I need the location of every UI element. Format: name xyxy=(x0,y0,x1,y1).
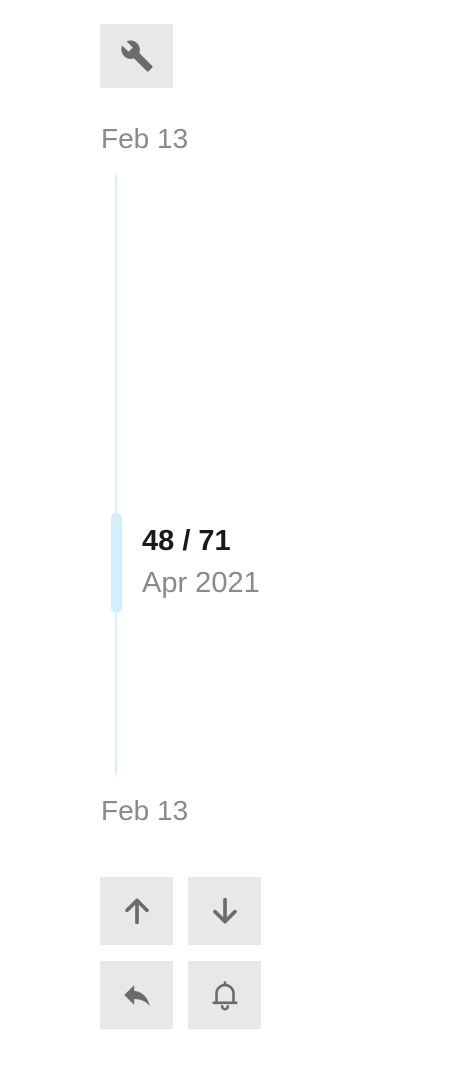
timeline-scrubber[interactable] xyxy=(111,513,122,613)
timeline-start-date[interactable]: Feb 13 xyxy=(101,123,189,154)
notifications-button[interactable] xyxy=(188,961,261,1029)
arrow-up-icon xyxy=(124,898,149,925)
reply-icon xyxy=(123,985,150,1007)
admin-wrench-button[interactable] xyxy=(100,24,173,88)
jump-up-button[interactable] xyxy=(100,877,173,945)
timeline-position-date: Apr 2021 xyxy=(142,567,260,599)
bell-icon xyxy=(211,981,238,1011)
arrow-down-icon xyxy=(212,897,237,924)
reply-button[interactable] xyxy=(100,961,173,1029)
timeline-position-count: 48 / 71 xyxy=(142,525,231,557)
timeline-end-date[interactable]: Feb 13 xyxy=(101,795,189,826)
timeline-track[interactable] xyxy=(115,175,117,775)
jump-down-button[interactable] xyxy=(188,877,261,945)
wrench-icon xyxy=(120,40,153,72)
